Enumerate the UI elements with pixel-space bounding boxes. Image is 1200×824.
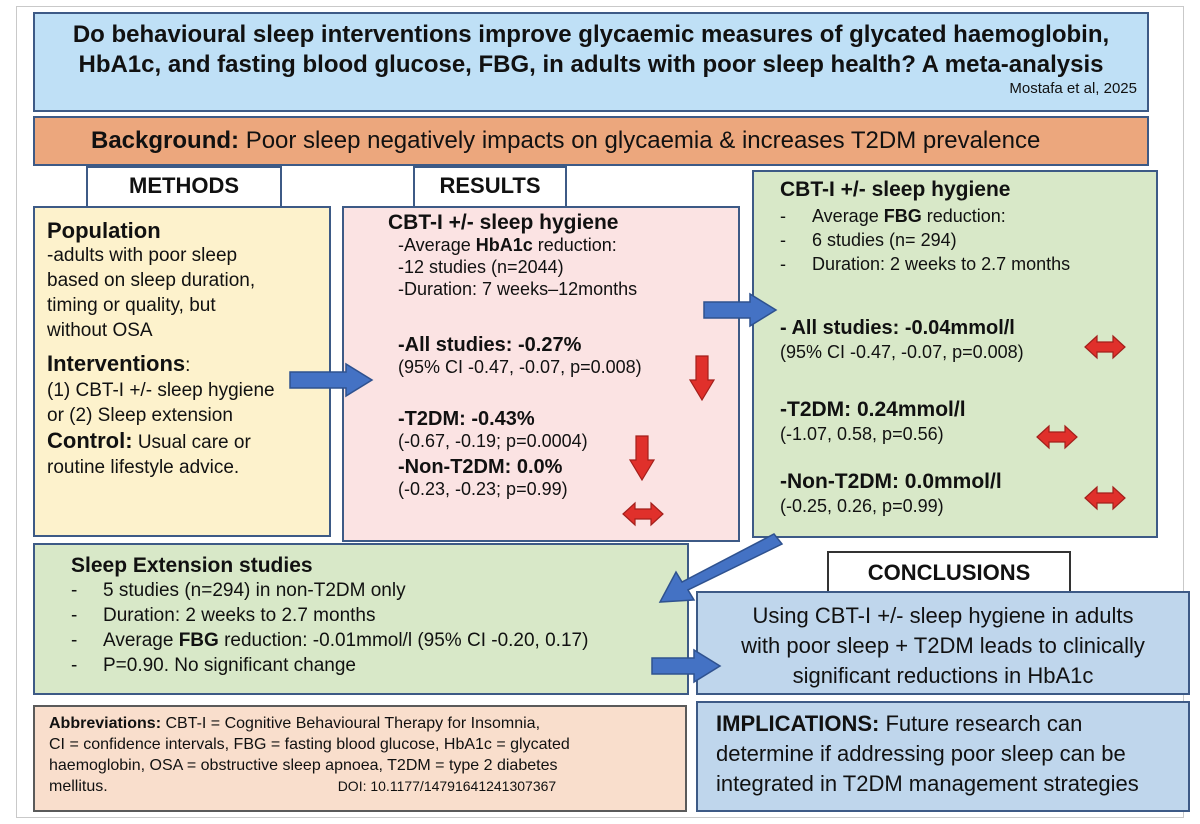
implications-text: Future research can	[879, 711, 1083, 736]
results-t2dm: -T2DM: -0.43%	[398, 408, 535, 430]
results-studies: -12 studies (n=2044)	[398, 257, 564, 277]
interventions-line: (1) CBT-I +/- sleep hygiene	[47, 380, 275, 401]
population-line: timing or quality, but	[47, 295, 216, 316]
non-t2dm-no-change-arrow-icon	[622, 501, 664, 527]
doi: DOI: 10.1177/14791641241307367	[337, 778, 557, 794]
population-line: without OSA	[47, 320, 153, 341]
results-avg-suffix: reduction:	[532, 235, 617, 255]
implications-box: IMPLICATIONS: Future research can determ…	[696, 701, 1190, 812]
methods-to-results-arrow-icon	[289, 362, 374, 398]
cbt-fbg-t2dm-ci: (-1.07, 0.58, p=0.56)	[780, 424, 944, 444]
title-text: Do behavioural sleep interventions impro…	[72, 21, 1110, 78]
results-duration: -Duration: 7 weeks–12months	[398, 279, 638, 299]
conclusion-line: with poor sleep + T2DM leads to clinical…	[741, 633, 1145, 658]
results-box: CBT-I +/- sleep hygiene -Average HbA1c r…	[342, 206, 740, 542]
results-t2dm-ci: (-0.67, -0.19; p=0.0004)	[398, 431, 588, 451]
flow-arrow-shape	[658, 533, 784, 603]
population-line: -adults with poor sleep	[47, 245, 238, 266]
population-line: based on sleep duration,	[47, 270, 256, 291]
sleep-extension-item: Average FBG reduction: -0.01mmol/l (95% …	[71, 628, 687, 653]
population-heading: Population	[47, 218, 161, 243]
abbreviations-last-line: mellitus.	[49, 778, 108, 795]
results-avg-prefix: -Average	[398, 235, 476, 255]
results-avg-measure: HbA1c	[475, 235, 533, 255]
flow-arrow-shape	[703, 292, 778, 328]
cbt-fbg-heading: CBT-I +/- sleep hygiene	[780, 178, 1011, 201]
fbg-to-sleep-extension-arrow-icon	[658, 533, 784, 603]
cbt-fbg-t2dm: -T2DM: 0.24mmol/l	[780, 398, 966, 421]
results-all-studies: -All studies: -0.27%	[398, 334, 582, 356]
cbt-fbg-non-t2dm: -Non-T2DM: 0.0mmol/l	[780, 470, 1002, 493]
conclusion-line: significant reductions in HbA1c	[792, 663, 1094, 688]
fbg-non-t2dm-no-change-arrow-icon	[1084, 485, 1126, 511]
background-box: Background: Poor sleep negatively impact…	[33, 116, 1149, 166]
results-all-studies-ci: (95% CI -0.47, -0.07, p=0.008)	[398, 357, 642, 377]
interventions-colon: :	[185, 355, 191, 376]
results-non-t2dm-ci: (-0.23, -0.23; p=0.99)	[398, 479, 568, 499]
title-box: Do behavioural sleep interventions impro…	[33, 12, 1149, 112]
flow-arrow-shape	[651, 648, 722, 684]
implications-label: IMPLICATIONS:	[716, 711, 880, 736]
sleep-extension-item: 5 studies (n=294) in non-T2DM only	[71, 578, 687, 603]
results-heading: CBT-I +/- sleep hygiene	[388, 211, 619, 234]
interventions-heading: Interventions	[47, 351, 186, 376]
control-text: Usual care or	[137, 432, 251, 453]
background-text: Poor sleep negatively impacts on glycaem…	[245, 127, 1041, 154]
all-studies-down-arrow-icon	[688, 355, 716, 402]
control-heading: Control:	[47, 428, 133, 453]
sleep-extension-item: Duration: 2 weeks to 2.7 months	[71, 603, 687, 628]
sleep-extension-item: P=0.90. No significant change	[71, 653, 687, 678]
cbt-fbg-item: Average FBG reduction:	[780, 204, 1142, 228]
methods-box: Population -adults with poor sleep based…	[33, 206, 331, 537]
flow-arrow-shape	[289, 362, 374, 398]
abbreviations-label: Abbreviations:	[49, 715, 162, 732]
control-text-continued: routine lifestyle advice.	[47, 457, 240, 478]
background-label: Background:	[91, 127, 240, 154]
t2dm-down-arrow-icon	[628, 435, 656, 482]
citation: Mostafa et al, 2025	[1009, 80, 1137, 97]
methods-tab: METHODS	[86, 166, 282, 206]
conclusions-tab: CONCLUSIONS	[827, 551, 1071, 591]
results-tab: RESULTS	[413, 166, 567, 206]
cbt-fbg-item: 6 studies (n= 294)	[780, 228, 1142, 252]
fbg-all-studies-no-change-arrow-icon	[1084, 334, 1126, 360]
conclusions-box: Using CBT-I +/- sleep hygiene in adults …	[696, 591, 1190, 695]
implications-text: determine if addressing poor sleep can b…	[716, 741, 1126, 766]
implications-text: integrated in T2DM management strategies	[716, 771, 1139, 796]
poster-frame	[16, 6, 1184, 818]
cbt-fbg-all-studies: - All studies: -0.04mmol/l	[780, 317, 1015, 339]
fbg-t2dm-no-change-arrow-icon	[1036, 424, 1078, 450]
cbt-fbg-box: CBT-I +/- sleep hygiene Average FBG redu…	[752, 170, 1158, 538]
abbreviations-box: Abbreviations: CBT-I = Cognitive Behavio…	[33, 705, 687, 812]
results-to-fbg-arrow-icon	[703, 292, 778, 328]
conclusion-line: Using CBT-I +/- sleep hygiene in adults	[752, 603, 1134, 628]
abbreviations-line: CBT-I = Cognitive Behavioural Therapy fo…	[161, 715, 541, 732]
interventions-line: or (2) Sleep extension	[47, 405, 233, 426]
abbreviations-line: CI = confidence intervals, FBG = fasting…	[49, 736, 570, 753]
cbt-fbg-all-studies-ci: (95% CI -0.47, -0.07, p=0.008)	[780, 342, 1024, 362]
sleep-extension-to-conclusion-arrow-icon	[651, 648, 722, 684]
sleep-extension-box: Sleep Extension studies 5 studies (n=294…	[33, 543, 689, 695]
abbreviations-line: haemoglobin, OSA = obstructive sleep apn…	[49, 757, 558, 774]
sleep-extension-heading: Sleep Extension studies	[71, 554, 313, 577]
cbt-fbg-item: Duration: 2 weeks to 2.7 months	[780, 252, 1142, 276]
cbt-fbg-non-t2dm-ci: (-0.25, 0.26, p=0.99)	[780, 496, 944, 516]
results-non-t2dm: -Non-T2DM: 0.0%	[398, 456, 563, 478]
